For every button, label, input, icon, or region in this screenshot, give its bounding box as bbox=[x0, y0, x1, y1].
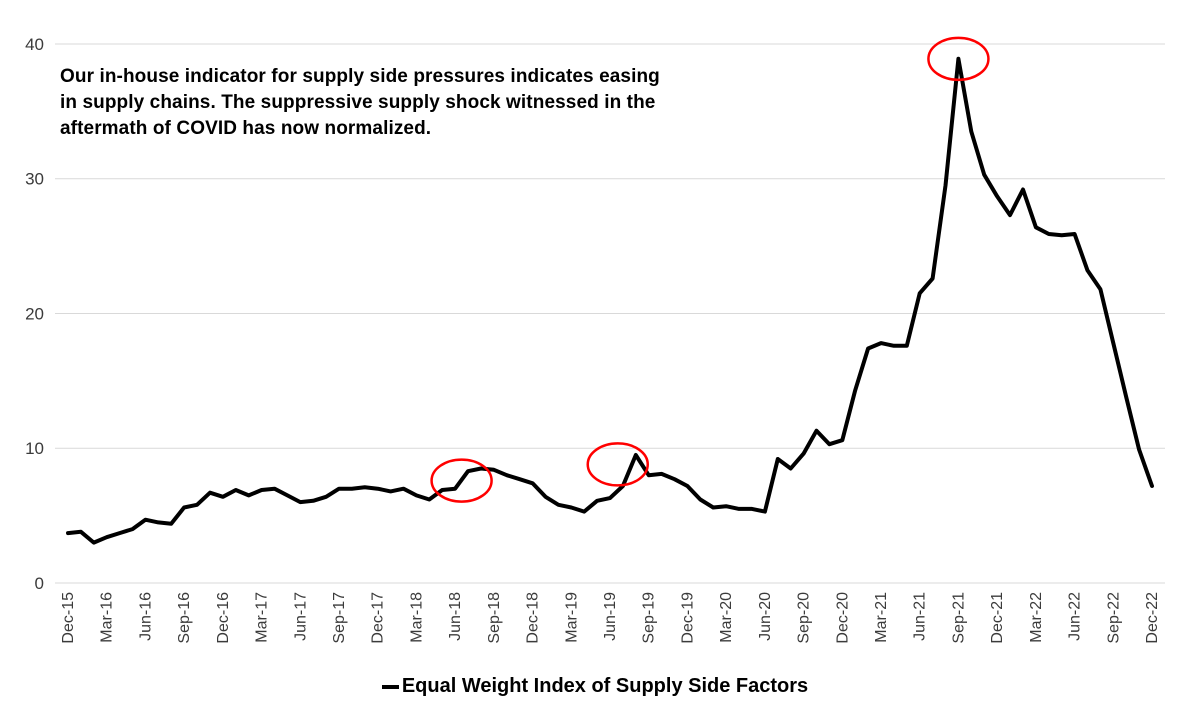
x-tick-label: Mar-20 bbox=[718, 592, 735, 643]
x-tick-label: Dec-21 bbox=[989, 592, 1006, 644]
x-tick-label: Jun-16 bbox=[137, 592, 154, 641]
y-tick-label: 20 bbox=[25, 304, 44, 323]
x-tick-label: Dec-19 bbox=[679, 592, 696, 644]
x-tick-label: Sep-22 bbox=[1105, 592, 1122, 644]
x-tick-label: Mar-22 bbox=[1028, 592, 1045, 643]
x-tick-label: Mar-17 bbox=[254, 592, 271, 643]
annotation-text-line: aftermath of COVID has now normalized. bbox=[60, 118, 432, 139]
y-tick-label: 0 bbox=[35, 574, 44, 593]
annotation-text-line: in supply chains. The suppressive supply… bbox=[60, 92, 656, 113]
legend-line-marker-icon bbox=[381, 684, 399, 689]
series-line bbox=[66, 56, 1154, 545]
annotation-text-line: Our in-house indicator for supply side p… bbox=[60, 66, 660, 87]
x-tick-label: Dec-15 bbox=[60, 592, 77, 644]
x-tick-label: Jun-19 bbox=[602, 592, 619, 641]
x-tick-label: Jun-20 bbox=[757, 592, 774, 641]
y-tick-label: 30 bbox=[25, 170, 44, 189]
x-tick-label: Mar-18 bbox=[408, 592, 425, 643]
x-tick-label: Sep-19 bbox=[641, 592, 658, 644]
y-tick-label: 10 bbox=[25, 439, 44, 458]
x-tick-label: Jun-17 bbox=[292, 592, 309, 641]
x-tick-label: Sep-18 bbox=[486, 592, 503, 644]
highlight-ellipse bbox=[430, 458, 493, 503]
chart-annotation: Our in-house indicator for supply side p… bbox=[60, 64, 660, 142]
x-tick-label: Mar-16 bbox=[99, 592, 116, 643]
x-tick-label: Dec-16 bbox=[215, 592, 232, 644]
x-tick-label: Jun-18 bbox=[447, 592, 464, 641]
x-tick-label: Sep-17 bbox=[331, 592, 348, 644]
legend-label: Equal Weight Index of Supply Side Factor… bbox=[401, 675, 809, 697]
x-tick-label: Sep-16 bbox=[176, 592, 193, 644]
legend: Equal Weight Index of Supply Side Factor… bbox=[0, 675, 1190, 698]
highlight-ellipse bbox=[927, 36, 990, 82]
y-tick-label: 40 bbox=[25, 35, 44, 54]
x-tick-label: Dec-17 bbox=[370, 592, 387, 644]
x-tick-label: Jun-22 bbox=[1067, 592, 1084, 641]
x-tick-label: Mar-21 bbox=[873, 592, 890, 643]
x-tick-label: Jun-21 bbox=[912, 592, 929, 641]
x-tick-label: Sep-21 bbox=[950, 592, 967, 644]
highlight-ellipse bbox=[586, 442, 649, 487]
x-tick-label: Dec-18 bbox=[525, 592, 542, 644]
x-tick-label: Dec-22 bbox=[1144, 592, 1161, 644]
x-tick-label: Sep-20 bbox=[796, 592, 813, 644]
x-tick-label: Mar-19 bbox=[563, 592, 580, 643]
x-tick-label: Dec-20 bbox=[834, 592, 851, 644]
